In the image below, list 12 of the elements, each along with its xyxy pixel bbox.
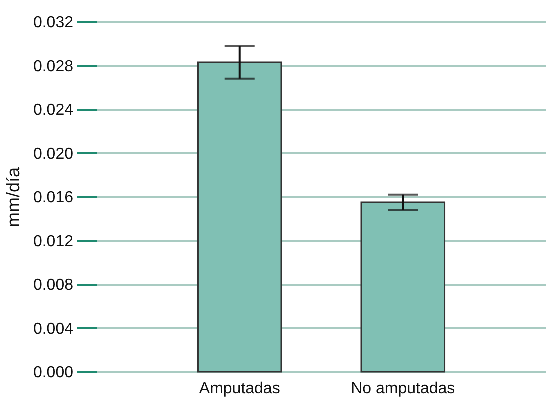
- x-tick-label: Amputadas: [199, 380, 280, 398]
- y-tick-label: 0.012: [33, 233, 74, 250]
- y-tick-label: 0.020: [33, 146, 74, 163]
- y-tick-label: 0.000: [33, 364, 74, 382]
- y-axis-title: mm/día: [3, 166, 24, 228]
- y-tick-label: 0.024: [33, 102, 74, 119]
- x-tick-label: No amputadas: [351, 380, 456, 398]
- y-tick-label: 0.008: [33, 277, 74, 294]
- y-tick-label: 0.028: [33, 58, 74, 76]
- y-tick-label: 0.004: [33, 320, 74, 338]
- y-tick-label: 0.032: [33, 14, 74, 32]
- y-tick-label: 0.016: [33, 190, 74, 206]
